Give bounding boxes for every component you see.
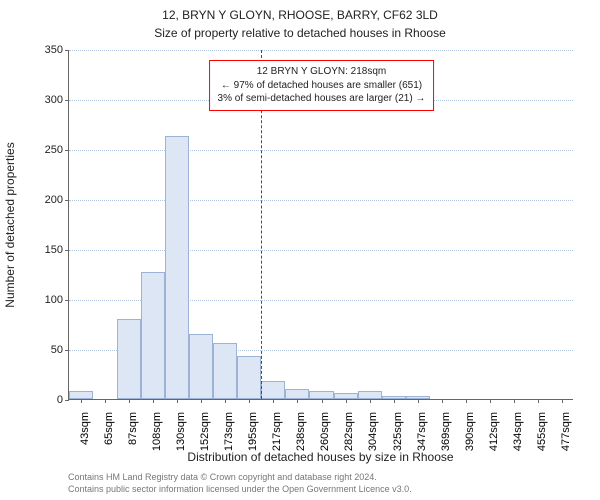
xtick-mark: [153, 399, 154, 403]
xtick-mark: [346, 399, 347, 403]
annotation-line: 12 BRYN Y GLOYN: 218sqm: [218, 65, 426, 79]
ytick-label: 100: [45, 294, 69, 306]
histogram-bar: [261, 381, 285, 399]
xtick-mark: [514, 399, 515, 403]
ytick-label: 300: [45, 94, 69, 106]
xtick-label: 282sqm: [344, 412, 356, 451]
xtick-label: 325sqm: [392, 412, 404, 451]
xtick-label: 390sqm: [464, 412, 476, 451]
xtick-label: 43sqm: [79, 412, 91, 445]
xtick-label: 108sqm: [151, 412, 163, 451]
histogram-bar: [213, 343, 237, 399]
xtick-label: 152sqm: [199, 412, 211, 451]
xtick-label: 347sqm: [416, 412, 428, 451]
histogram-bar: [141, 272, 165, 399]
xtick-mark: [225, 399, 226, 403]
ytick-label: 200: [45, 194, 69, 206]
chart-subtitle: Size of property relative to detached ho…: [0, 26, 600, 40]
ytick-label: 0: [57, 394, 69, 406]
gridline: [69, 50, 573, 51]
xtick-mark: [418, 399, 419, 403]
xtick-label: 173sqm: [223, 412, 235, 451]
histogram-bar: [69, 391, 93, 399]
ytick-label: 50: [51, 344, 69, 356]
xtick-mark: [273, 399, 274, 403]
xtick-label: 477sqm: [560, 412, 572, 451]
xtick-mark: [394, 399, 395, 403]
chart-title: 12, BRYN Y GLOYN, RHOOSE, BARRY, CF62 3L…: [0, 8, 600, 22]
histogram-bar: [165, 136, 189, 399]
xtick-mark: [201, 399, 202, 403]
gridline: [69, 200, 573, 201]
plot-area: 05010015020025030035043sqm65sqm87sqm108s…: [68, 50, 573, 400]
xtick-label: 369sqm: [440, 412, 452, 451]
xtick-label: 87sqm: [127, 412, 139, 445]
x-axis-label: Distribution of detached houses by size …: [68, 450, 573, 464]
xtick-mark: [538, 399, 539, 403]
xtick-label: 455sqm: [536, 412, 548, 451]
footer-line-1: Contains HM Land Registry data © Crown c…: [68, 472, 377, 484]
xtick-label: 260sqm: [320, 412, 332, 451]
gridline: [69, 250, 573, 251]
annotation-box: 12 BRYN Y GLOYN: 218sqm← 97% of detached…: [209, 60, 435, 111]
xtick-mark: [297, 399, 298, 403]
xtick-mark: [322, 399, 323, 403]
xtick-mark: [105, 399, 106, 403]
xtick-label: 130sqm: [175, 412, 187, 451]
ytick-label: 250: [45, 144, 69, 156]
y-axis-label: Number of detached properties: [3, 142, 17, 307]
ytick-label: 150: [45, 244, 69, 256]
xtick-label: 65sqm: [103, 412, 115, 445]
xtick-mark: [562, 399, 563, 403]
xtick-mark: [490, 399, 491, 403]
histogram-bar: [358, 391, 382, 399]
xtick-mark: [442, 399, 443, 403]
xtick-mark: [129, 399, 130, 403]
xtick-label: 238sqm: [295, 412, 307, 451]
xtick-mark: [466, 399, 467, 403]
xtick-mark: [177, 399, 178, 403]
xtick-label: 304sqm: [368, 412, 380, 451]
xtick-label: 412sqm: [488, 412, 500, 451]
xtick-mark: [81, 399, 82, 403]
annotation-line: ← 97% of detached houses are smaller (65…: [218, 79, 426, 93]
xtick-label: 217sqm: [271, 412, 283, 451]
histogram-bar: [237, 356, 261, 399]
histogram-bar: [189, 334, 213, 399]
xtick-label: 434sqm: [512, 412, 524, 451]
xtick-mark: [370, 399, 371, 403]
histogram-bar: [285, 389, 309, 399]
histogram-bar: [117, 319, 141, 399]
histogram-bar: [309, 391, 333, 399]
footer-line-2: Contains public sector information licen…: [68, 484, 412, 496]
xtick-label: 195sqm: [247, 412, 259, 451]
gridline: [69, 150, 573, 151]
ytick-label: 350: [45, 44, 69, 56]
xtick-mark: [249, 399, 250, 403]
annotation-line: 3% of semi-detached houses are larger (2…: [218, 92, 426, 106]
